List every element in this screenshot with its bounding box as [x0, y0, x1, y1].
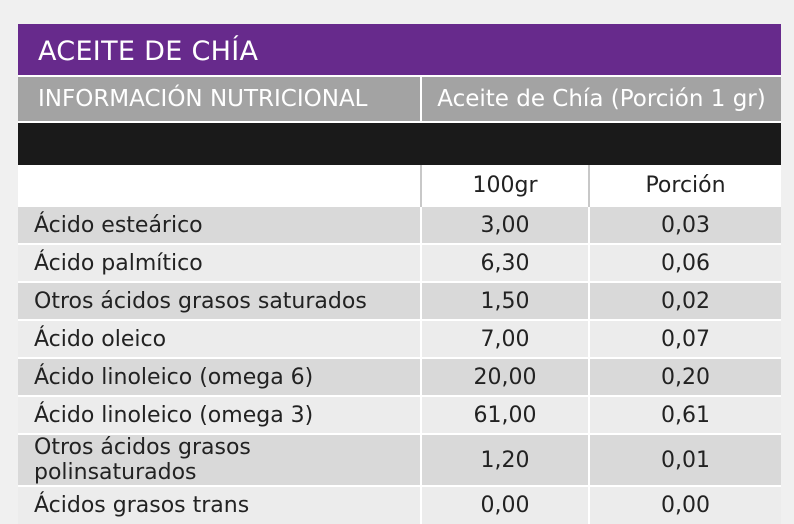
column-header-portion: Porción — [588, 165, 781, 206]
value-portion: 0,00 — [588, 485, 781, 524]
table-row: Ácido oleico 7,00 0,07 — [18, 319, 781, 358]
value-100gr: 20,00 — [420, 357, 589, 396]
table-row: Ácidos grasos trans 0,00 0,00 — [18, 485, 781, 524]
nutrient-name: Ácidos grasos trans — [18, 485, 421, 524]
table-row: Ácido esteárico 3,00 0,03 — [18, 205, 781, 244]
black-band — [18, 121, 781, 165]
portion-info-label: Aceite de Chía (Porción 1 gr) — [420, 75, 781, 122]
value-100gr: 6,30 — [420, 243, 589, 282]
table-row: Ácido linoleico (omega 6) 20,00 0,20 — [18, 357, 781, 396]
nutrient-name: Ácido oleico — [18, 319, 421, 358]
nutrient-name: Ácido linoleico (omega 6) — [18, 357, 421, 396]
subheader-row: INFORMACIÓN NUTRICIONAL Aceite de Chía (… — [18, 75, 781, 122]
nutrition-info-label: INFORMACIÓN NUTRICIONAL — [18, 75, 421, 122]
value-portion: 0,61 — [588, 395, 781, 434]
nutrient-name: Otros ácidos grasos saturados — [18, 281, 421, 320]
value-100gr: 1,50 — [420, 281, 589, 320]
value-portion: 0,20 — [588, 357, 781, 396]
value-portion: 0,02 — [588, 281, 781, 320]
value-portion: 0,01 — [588, 433, 781, 486]
value-100gr: 7,00 — [420, 319, 589, 358]
nutrition-table: ACEITE DE CHÍA INFORMACIÓN NUTRICIONAL A… — [18, 24, 781, 524]
column-header-100gr: 100gr — [420, 165, 589, 206]
nutrition-card: ACEITE DE CHÍA INFORMACIÓN NUTRICIONAL A… — [18, 24, 781, 524]
value-portion: 0,03 — [588, 205, 781, 244]
table-row: Ácido linoleico (omega 3) 61,00 0,61 — [18, 395, 781, 434]
column-header-empty — [18, 165, 421, 206]
value-portion: 0,07 — [588, 319, 781, 358]
nutrient-name: Otros ácidos grasos polinsaturados — [18, 433, 421, 486]
title-row: ACEITE DE CHÍA — [18, 24, 781, 76]
table-row: Otros ácidos grasos polinsaturados 1,20 … — [18, 433, 781, 486]
value-portion: 0,06 — [588, 243, 781, 282]
table-row: Ácido palmítico 6,30 0,06 — [18, 243, 781, 282]
value-100gr: 3,00 — [420, 205, 589, 244]
column-header-row: 100gr Porción — [18, 165, 781, 206]
table-row: Otros ácidos grasos saturados 1,50 0,02 — [18, 281, 781, 320]
value-100gr: 61,00 — [420, 395, 589, 434]
divider-row — [18, 121, 781, 165]
nutrient-name: Ácido palmítico — [18, 243, 421, 282]
value-100gr: 1,20 — [420, 433, 589, 486]
table-title: ACEITE DE CHÍA — [18, 24, 781, 76]
nutrient-name: Ácido linoleico (omega 3) — [18, 395, 421, 434]
nutrient-name: Ácido esteárico — [18, 205, 421, 244]
value-100gr: 0,00 — [420, 485, 589, 524]
